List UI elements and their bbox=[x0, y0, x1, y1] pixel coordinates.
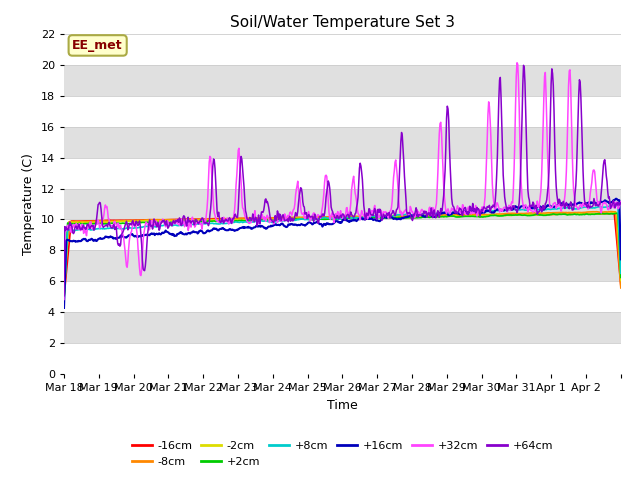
Bar bbox=[64, 189, 621, 219]
Bar bbox=[64, 281, 621, 312]
Bar bbox=[64, 157, 621, 189]
Title: Soil/Water Temperature Set 3: Soil/Water Temperature Set 3 bbox=[230, 15, 455, 30]
Bar bbox=[64, 34, 621, 65]
Legend: -16cm, -8cm, -2cm, +2cm, +8cm, +16cm, +32cm, +64cm: -16cm, -8cm, -2cm, +2cm, +8cm, +16cm, +3… bbox=[127, 437, 557, 471]
Bar bbox=[64, 343, 621, 374]
Bar bbox=[64, 219, 621, 251]
Bar bbox=[64, 251, 621, 281]
Bar bbox=[64, 127, 621, 157]
Bar bbox=[64, 96, 621, 127]
Text: EE_met: EE_met bbox=[72, 39, 123, 52]
Bar bbox=[64, 65, 621, 96]
Y-axis label: Temperature (C): Temperature (C) bbox=[22, 153, 35, 255]
X-axis label: Time: Time bbox=[327, 399, 358, 412]
Bar bbox=[64, 312, 621, 343]
